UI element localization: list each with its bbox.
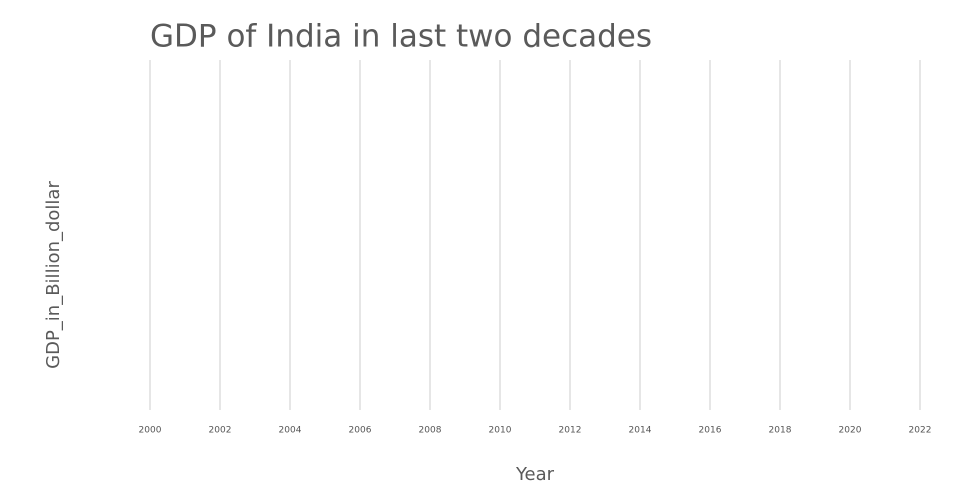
- x-axis-label: Year: [515, 464, 555, 485]
- x-tick-label: 2016: [699, 426, 722, 436]
- x-tick-label: 2006: [349, 426, 372, 436]
- x-tick-label: 2014: [629, 426, 652, 436]
- x-tick-label: 2010: [489, 426, 512, 436]
- x-tick-label: 2020: [839, 426, 862, 436]
- x-tick-label: 2008: [419, 426, 442, 436]
- x-tick-label: 2022: [909, 426, 932, 436]
- x-tick-label: 2000: [139, 426, 162, 436]
- x-tick-label: 2002: [209, 426, 232, 436]
- x-tick-label: 2004: [279, 426, 302, 436]
- y-axis-label: GDP_in_Billion_dollar: [43, 181, 64, 369]
- chart-title: GDP of India in last two decades: [150, 19, 652, 55]
- x-tick-label: 2012: [559, 426, 582, 436]
- x-tick-label: 2018: [769, 426, 792, 436]
